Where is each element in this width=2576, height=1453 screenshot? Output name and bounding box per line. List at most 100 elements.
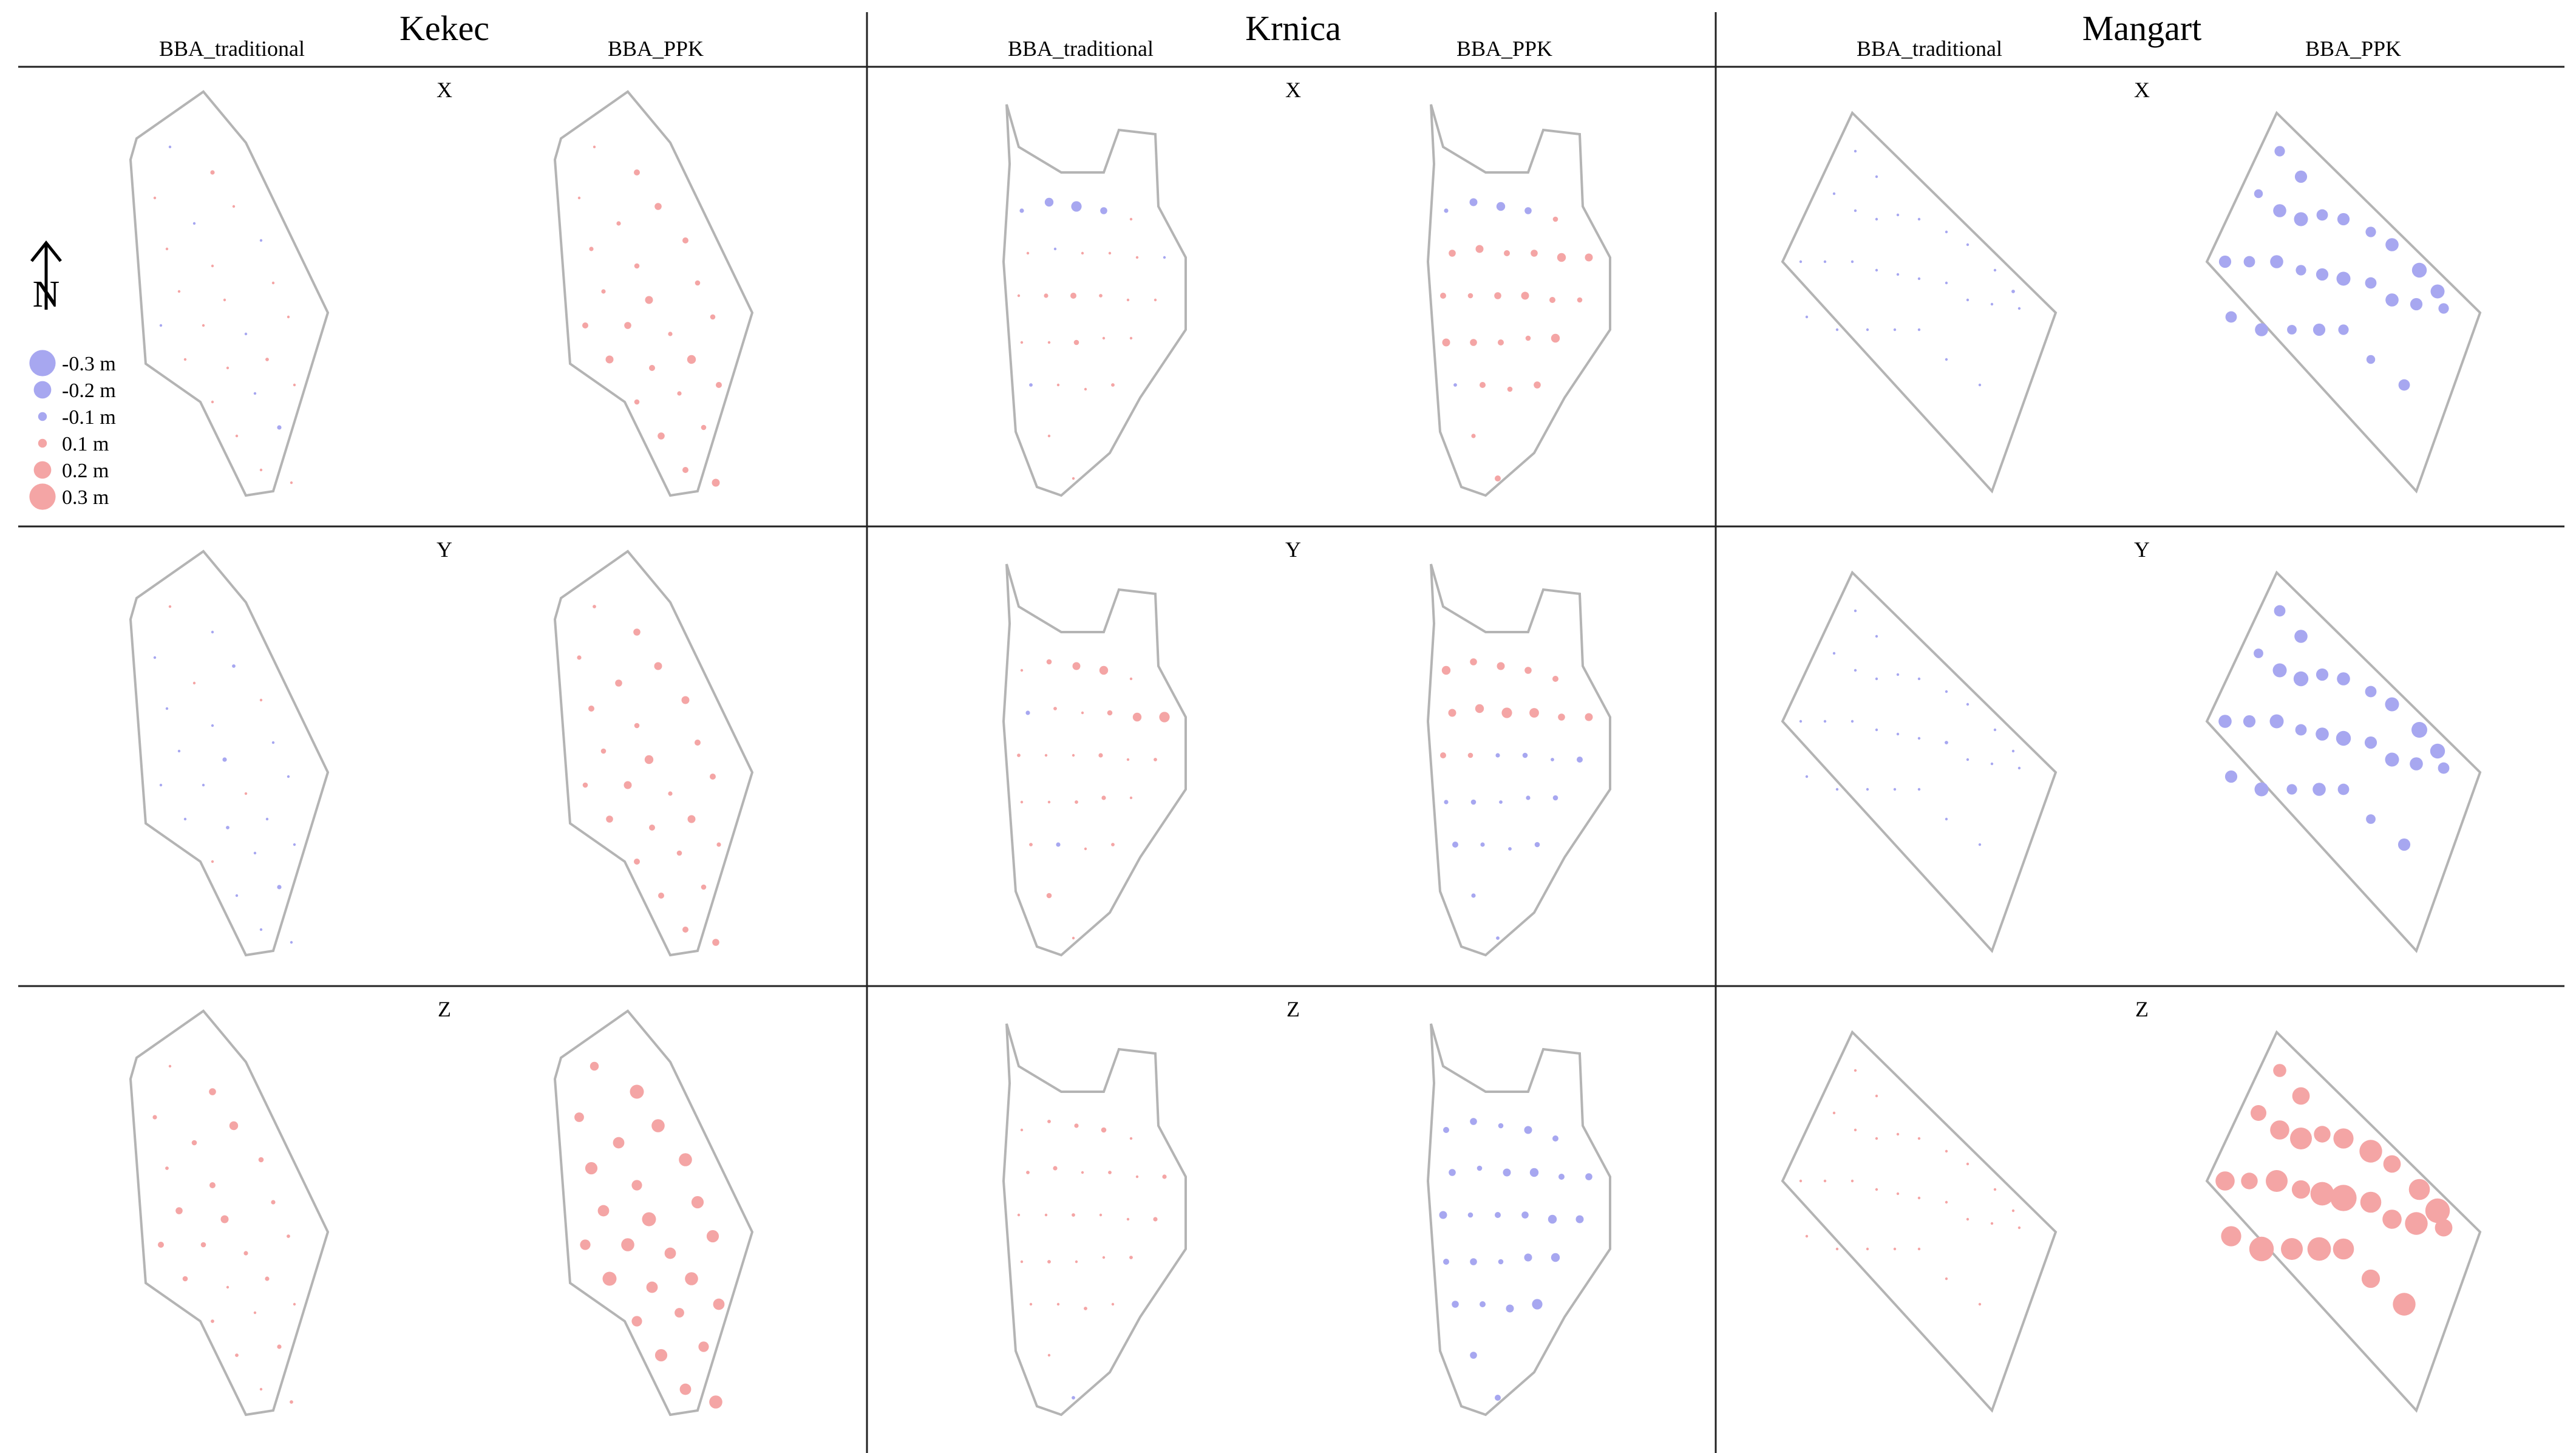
deviation-point [1044, 293, 1048, 298]
deviation-point [1099, 294, 1103, 298]
deviation-point [1823, 720, 1827, 723]
deviation-point [1025, 710, 1030, 715]
deviation-point [624, 781, 632, 789]
deviation-point [2314, 1126, 2331, 1143]
deviation-point [1108, 1171, 1112, 1174]
site-outline [2205, 111, 2482, 494]
deviation-point [605, 355, 614, 364]
deviation-point [1026, 251, 1030, 255]
deviation-point [574, 1112, 584, 1122]
deviation-point [1978, 1302, 1982, 1306]
deviation-point [258, 1157, 264, 1163]
deviation-point [2330, 1185, 2357, 1211]
deviation-point [1495, 475, 1501, 481]
deviation-point [259, 239, 263, 242]
deviation-point [175, 1207, 183, 1214]
deviation-point [259, 698, 263, 702]
deviation-point [1480, 842, 1485, 847]
deviation-point [1495, 1395, 1501, 1401]
deviation-point [1805, 315, 1809, 319]
deviation-point [631, 1180, 642, 1191]
method-label-ppk: BBA_PPK [608, 36, 704, 61]
site-outline [129, 550, 330, 957]
deviation-point [1495, 1212, 1501, 1218]
deviation-point [2365, 226, 2376, 237]
deviation-point [232, 664, 236, 668]
deviation-point [1993, 1188, 1997, 1191]
deviation-point [712, 478, 720, 487]
deviation-point [2438, 762, 2450, 774]
component-label: Z [2135, 997, 2149, 1021]
deviation-point [1111, 383, 1115, 387]
deviation-point [1071, 201, 1082, 212]
deviation-point [229, 1121, 239, 1131]
deviation-point [1047, 434, 1051, 438]
deviation-point [1444, 800, 1449, 805]
deviation-point [1053, 247, 1057, 251]
component-label: Y [2134, 537, 2150, 562]
deviation-point [1551, 333, 1560, 343]
deviation-point [1017, 294, 1021, 298]
deviation-point [1163, 256, 1166, 259]
deviation-point [1507, 386, 1513, 392]
deviation-point [1945, 230, 1948, 234]
deviation-point [2017, 307, 2021, 310]
deviation-point [1496, 936, 1500, 940]
deviation-point [1135, 1175, 1139, 1179]
method-label-ppk: BBA_PPK [2305, 36, 2401, 61]
deviation-point [182, 1276, 188, 1282]
deviation-point [192, 681, 196, 685]
deviation-point [1850, 720, 1854, 723]
deviation-point [2316, 727, 2329, 741]
deviation-point [1081, 711, 1084, 715]
deviation-point [1072, 1213, 1075, 1217]
map-panel-ppk [2205, 1030, 2482, 1413]
deviation-point [165, 707, 169, 710]
deviation-point [293, 1302, 296, 1306]
deviation-point [1875, 1137, 1878, 1140]
deviation-point [1084, 847, 1087, 851]
site-outline [1426, 104, 1611, 497]
deviation-point [2365, 277, 2377, 289]
deviation-point [695, 740, 701, 746]
deviation-point [1101, 1127, 1107, 1133]
deviation-point [253, 1311, 257, 1315]
deviation-point [1893, 1247, 1897, 1251]
deviation-point [682, 237, 688, 243]
deviation-point [2385, 238, 2399, 251]
deviation-point [2296, 265, 2306, 276]
deviation-point [235, 894, 239, 897]
deviation-point [220, 1215, 229, 1223]
deviation-point [1875, 1188, 1878, 1191]
deviation-point [1470, 1258, 1477, 1265]
deviation-point [265, 358, 269, 361]
deviation-point [1917, 788, 1921, 791]
deviation-point [287, 1234, 290, 1238]
map-panel-ppk [2205, 111, 2482, 494]
deviation-point [1020, 341, 1024, 344]
deviation-point [2274, 605, 2286, 617]
deviation-point [2254, 189, 2263, 199]
deviation-point [1440, 752, 1446, 758]
deviation-point [601, 289, 606, 294]
deviation-point [1467, 1212, 1473, 1218]
deviation-point [1850, 260, 1854, 264]
deviation-point [210, 170, 215, 175]
deviation-point [183, 358, 187, 361]
deviation-point [1549, 297, 1555, 303]
deviation-point [1524, 207, 1532, 214]
map-panel-traditional [1781, 1030, 2058, 1413]
deviation-point [1471, 434, 1476, 438]
deviation-point [2011, 1209, 2015, 1213]
deviation-point [1875, 268, 1878, 272]
deviation-point [1866, 328, 1869, 332]
deviation-point [1084, 387, 1087, 391]
deviation-point [1945, 358, 1948, 361]
deviation-point [1966, 1162, 1969, 1166]
deviation-point [649, 825, 655, 831]
deviation-point [287, 315, 290, 319]
deviation-point [2307, 1237, 2331, 1261]
column-headers: Kekec BBA_traditional BBA_PPK Krnica BBA_tra… [159, 9, 2401, 61]
deviation-point [676, 850, 682, 856]
deviation-point [1102, 1256, 1106, 1259]
